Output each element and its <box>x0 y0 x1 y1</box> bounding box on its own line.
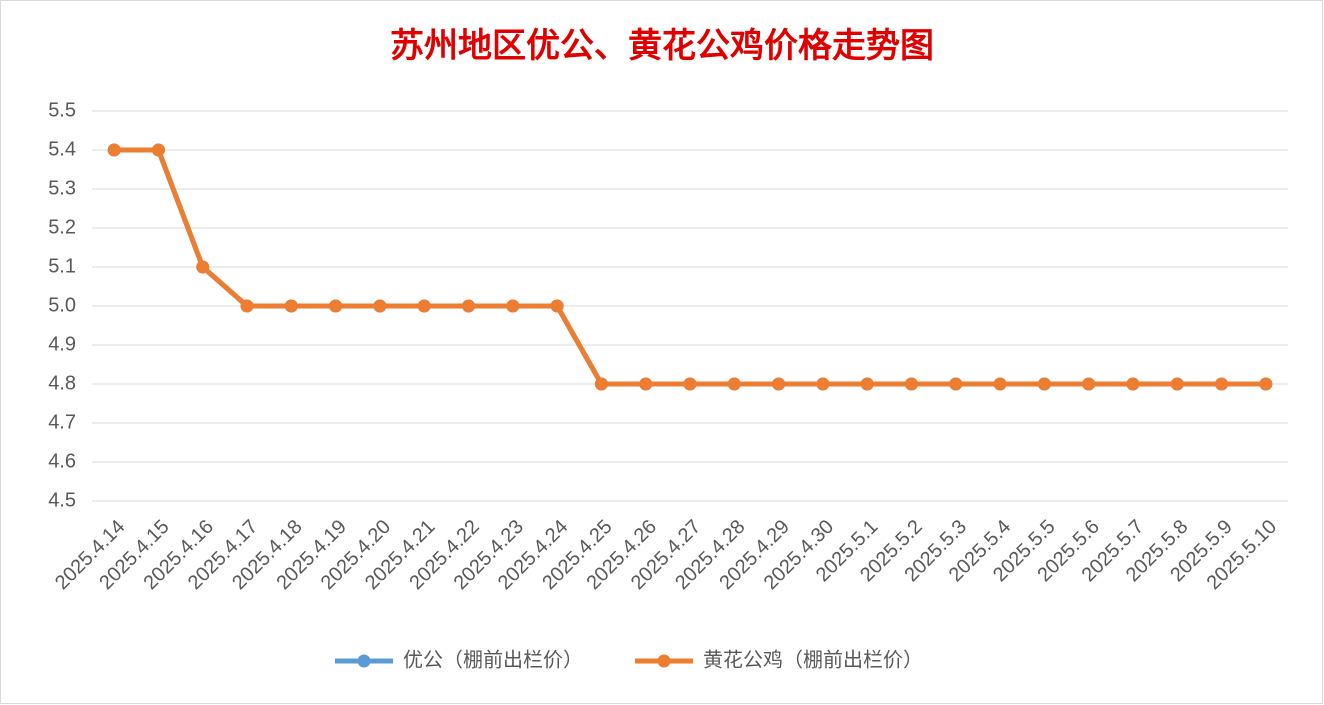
y-tick-label: 4.6 <box>48 450 76 472</box>
point <box>1215 377 1229 391</box>
point <box>1259 377 1273 391</box>
point <box>284 299 298 313</box>
point <box>949 377 963 391</box>
point <box>1126 377 1140 391</box>
point <box>816 377 830 391</box>
point <box>196 260 210 274</box>
legend-marker <box>357 654 371 668</box>
point <box>1037 377 1051 391</box>
point <box>151 143 165 157</box>
point <box>594 377 608 391</box>
y-tick-label: 5.3 <box>48 177 76 199</box>
legend-marker <box>657 654 671 668</box>
y-tick-label: 4.9 <box>48 333 76 355</box>
point <box>1170 377 1184 391</box>
y-tick-label: 5.1 <box>48 255 76 277</box>
legend-label: 优公（棚前出栏价） <box>403 648 583 671</box>
point <box>417 299 431 313</box>
y-tick-label: 4.8 <box>48 372 76 394</box>
y-tick-label: 4.7 <box>48 411 76 433</box>
point <box>240 299 254 313</box>
y-tick-label: 5.0 <box>48 294 76 316</box>
point <box>727 377 741 391</box>
point <box>506 299 520 313</box>
point <box>373 299 387 313</box>
point <box>550 299 564 313</box>
point <box>772 377 786 391</box>
point <box>993 377 1007 391</box>
point <box>462 299 476 313</box>
point <box>904 377 918 391</box>
point <box>1082 377 1096 391</box>
y-tick-label: 5.2 <box>48 216 76 238</box>
point <box>329 299 343 313</box>
legend-label: 黄花公鸡（棚前出栏价） <box>703 648 923 671</box>
point <box>107 143 121 157</box>
point <box>683 377 697 391</box>
y-tick-label: 4.5 <box>48 489 76 511</box>
y-tick-label: 5.5 <box>48 99 76 121</box>
chart-title: 苏州地区优公、黄花公鸡价格走势图 <box>390 26 934 66</box>
point <box>860 377 874 391</box>
y-tick-label: 5.4 <box>48 138 76 160</box>
point <box>639 377 653 391</box>
